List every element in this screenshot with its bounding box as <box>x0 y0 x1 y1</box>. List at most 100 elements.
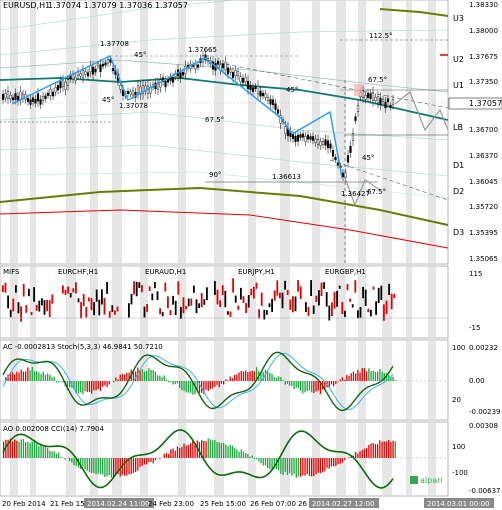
pair-candle <box>245 303 247 313</box>
ao-bar <box>137 458 139 471</box>
session-stripe <box>280 341 290 419</box>
ao-bar <box>106 458 108 477</box>
ac-bar <box>53 376 55 381</box>
ac-bar <box>102 381 104 387</box>
pair-candle <box>98 299 101 316</box>
angle-label: 45° <box>362 154 374 162</box>
time-highlight <box>424 498 494 508</box>
ao-bar <box>55 453 58 458</box>
ao-bar <box>22 439 25 458</box>
ao-bar <box>271 458 273 469</box>
ac-bar <box>302 381 304 394</box>
time-label: 20 Feb 2014 <box>2 500 46 508</box>
ac-axis: 0.00 <box>469 377 485 385</box>
ao-bar <box>75 458 77 466</box>
ac-bar <box>179 381 181 389</box>
ac-bar <box>126 372 128 381</box>
time-label: 24 Feb 23:00 <box>148 500 194 508</box>
pair-candle <box>336 290 338 307</box>
ac-bar <box>260 371 262 381</box>
ao-bar <box>293 458 295 474</box>
ao-bar <box>311 458 313 477</box>
ao-bar <box>38 446 40 458</box>
pair-candle <box>148 286 151 292</box>
level-u2: U2 <box>453 55 464 64</box>
ao-bar <box>60 456 62 458</box>
pair-candle <box>67 286 69 294</box>
candle-body <box>91 66 95 75</box>
ao-bar <box>394 441 396 458</box>
candle-body <box>389 105 392 108</box>
ao-cci-panel[interactable] <box>0 429 448 489</box>
pair-candle <box>193 285 195 293</box>
ao-bar <box>251 455 253 458</box>
current-price-box <box>448 97 502 110</box>
pair-candle <box>297 280 299 292</box>
session-stripe <box>112 341 122 419</box>
pair-candle <box>75 282 77 294</box>
pair-candle <box>380 285 383 300</box>
candle-body <box>386 98 390 102</box>
candle-body <box>306 134 310 140</box>
candle-body <box>166 79 170 83</box>
pair-candle <box>221 285 224 296</box>
candle-body <box>301 133 305 138</box>
ao-bar <box>86 458 88 471</box>
candle-body <box>374 96 377 101</box>
session-stripe <box>336 423 346 495</box>
ao-bar <box>91 458 93 474</box>
ac-bar <box>231 378 234 381</box>
ac-bar <box>20 369 22 381</box>
ac-bar <box>152 370 154 381</box>
session-stripe <box>248 1 256 263</box>
ac-bar <box>148 368 150 381</box>
candle-body <box>221 63 225 69</box>
candle-body <box>261 92 265 97</box>
price-chart[interactable] <box>0 0 449 264</box>
ao-bar <box>25 442 27 458</box>
ac-bar <box>383 372 385 381</box>
pair-candle <box>219 300 221 307</box>
price-axis: 1.38330 1.38000 1.37675 1.37350 1.36700 … <box>448 1 502 263</box>
ac-bar <box>357 369 359 381</box>
candle-body <box>11 97 15 101</box>
ao-bar <box>264 458 267 466</box>
candle-body <box>71 74 75 80</box>
ao-bar <box>143 458 146 465</box>
ao-bar <box>51 451 53 458</box>
ac-bar <box>22 371 25 381</box>
ao-bar <box>108 458 110 476</box>
stoch-main <box>2 351 394 412</box>
angle-label: 67.5° <box>205 116 224 124</box>
ao-bar <box>214 439 216 458</box>
pair-candle <box>260 292 263 306</box>
pairs-indicator-panel[interactable] <box>0 278 448 322</box>
envelope-band <box>0 59 449 93</box>
candle-body <box>294 136 297 143</box>
pair-candle <box>90 298 93 311</box>
ac-bar <box>229 376 231 381</box>
ac-stoch-panel[interactable] <box>0 351 448 412</box>
pair-candle <box>299 286 302 300</box>
pair-candle <box>284 280 286 290</box>
ao-bar <box>344 458 346 460</box>
ac-bar <box>69 381 71 387</box>
candle-body <box>251 87 255 92</box>
candle-body <box>331 150 335 157</box>
ac-bar <box>218 381 220 388</box>
pair-candle <box>111 305 114 313</box>
time-highlight <box>84 498 154 508</box>
ao-bar <box>174 450 176 458</box>
ac-bar <box>185 381 187 393</box>
ac-bar <box>187 381 190 393</box>
ao-bar <box>229 444 231 458</box>
stoch-signal <box>2 352 394 411</box>
session-stripe <box>428 1 436 263</box>
ao-bar <box>388 439 390 458</box>
candle-body <box>381 98 385 102</box>
candle-body <box>66 79 70 86</box>
ao-bar <box>115 458 117 475</box>
ao-bar <box>170 449 172 458</box>
ac-bar <box>9 372 11 381</box>
ao-bar <box>348 457 350 458</box>
